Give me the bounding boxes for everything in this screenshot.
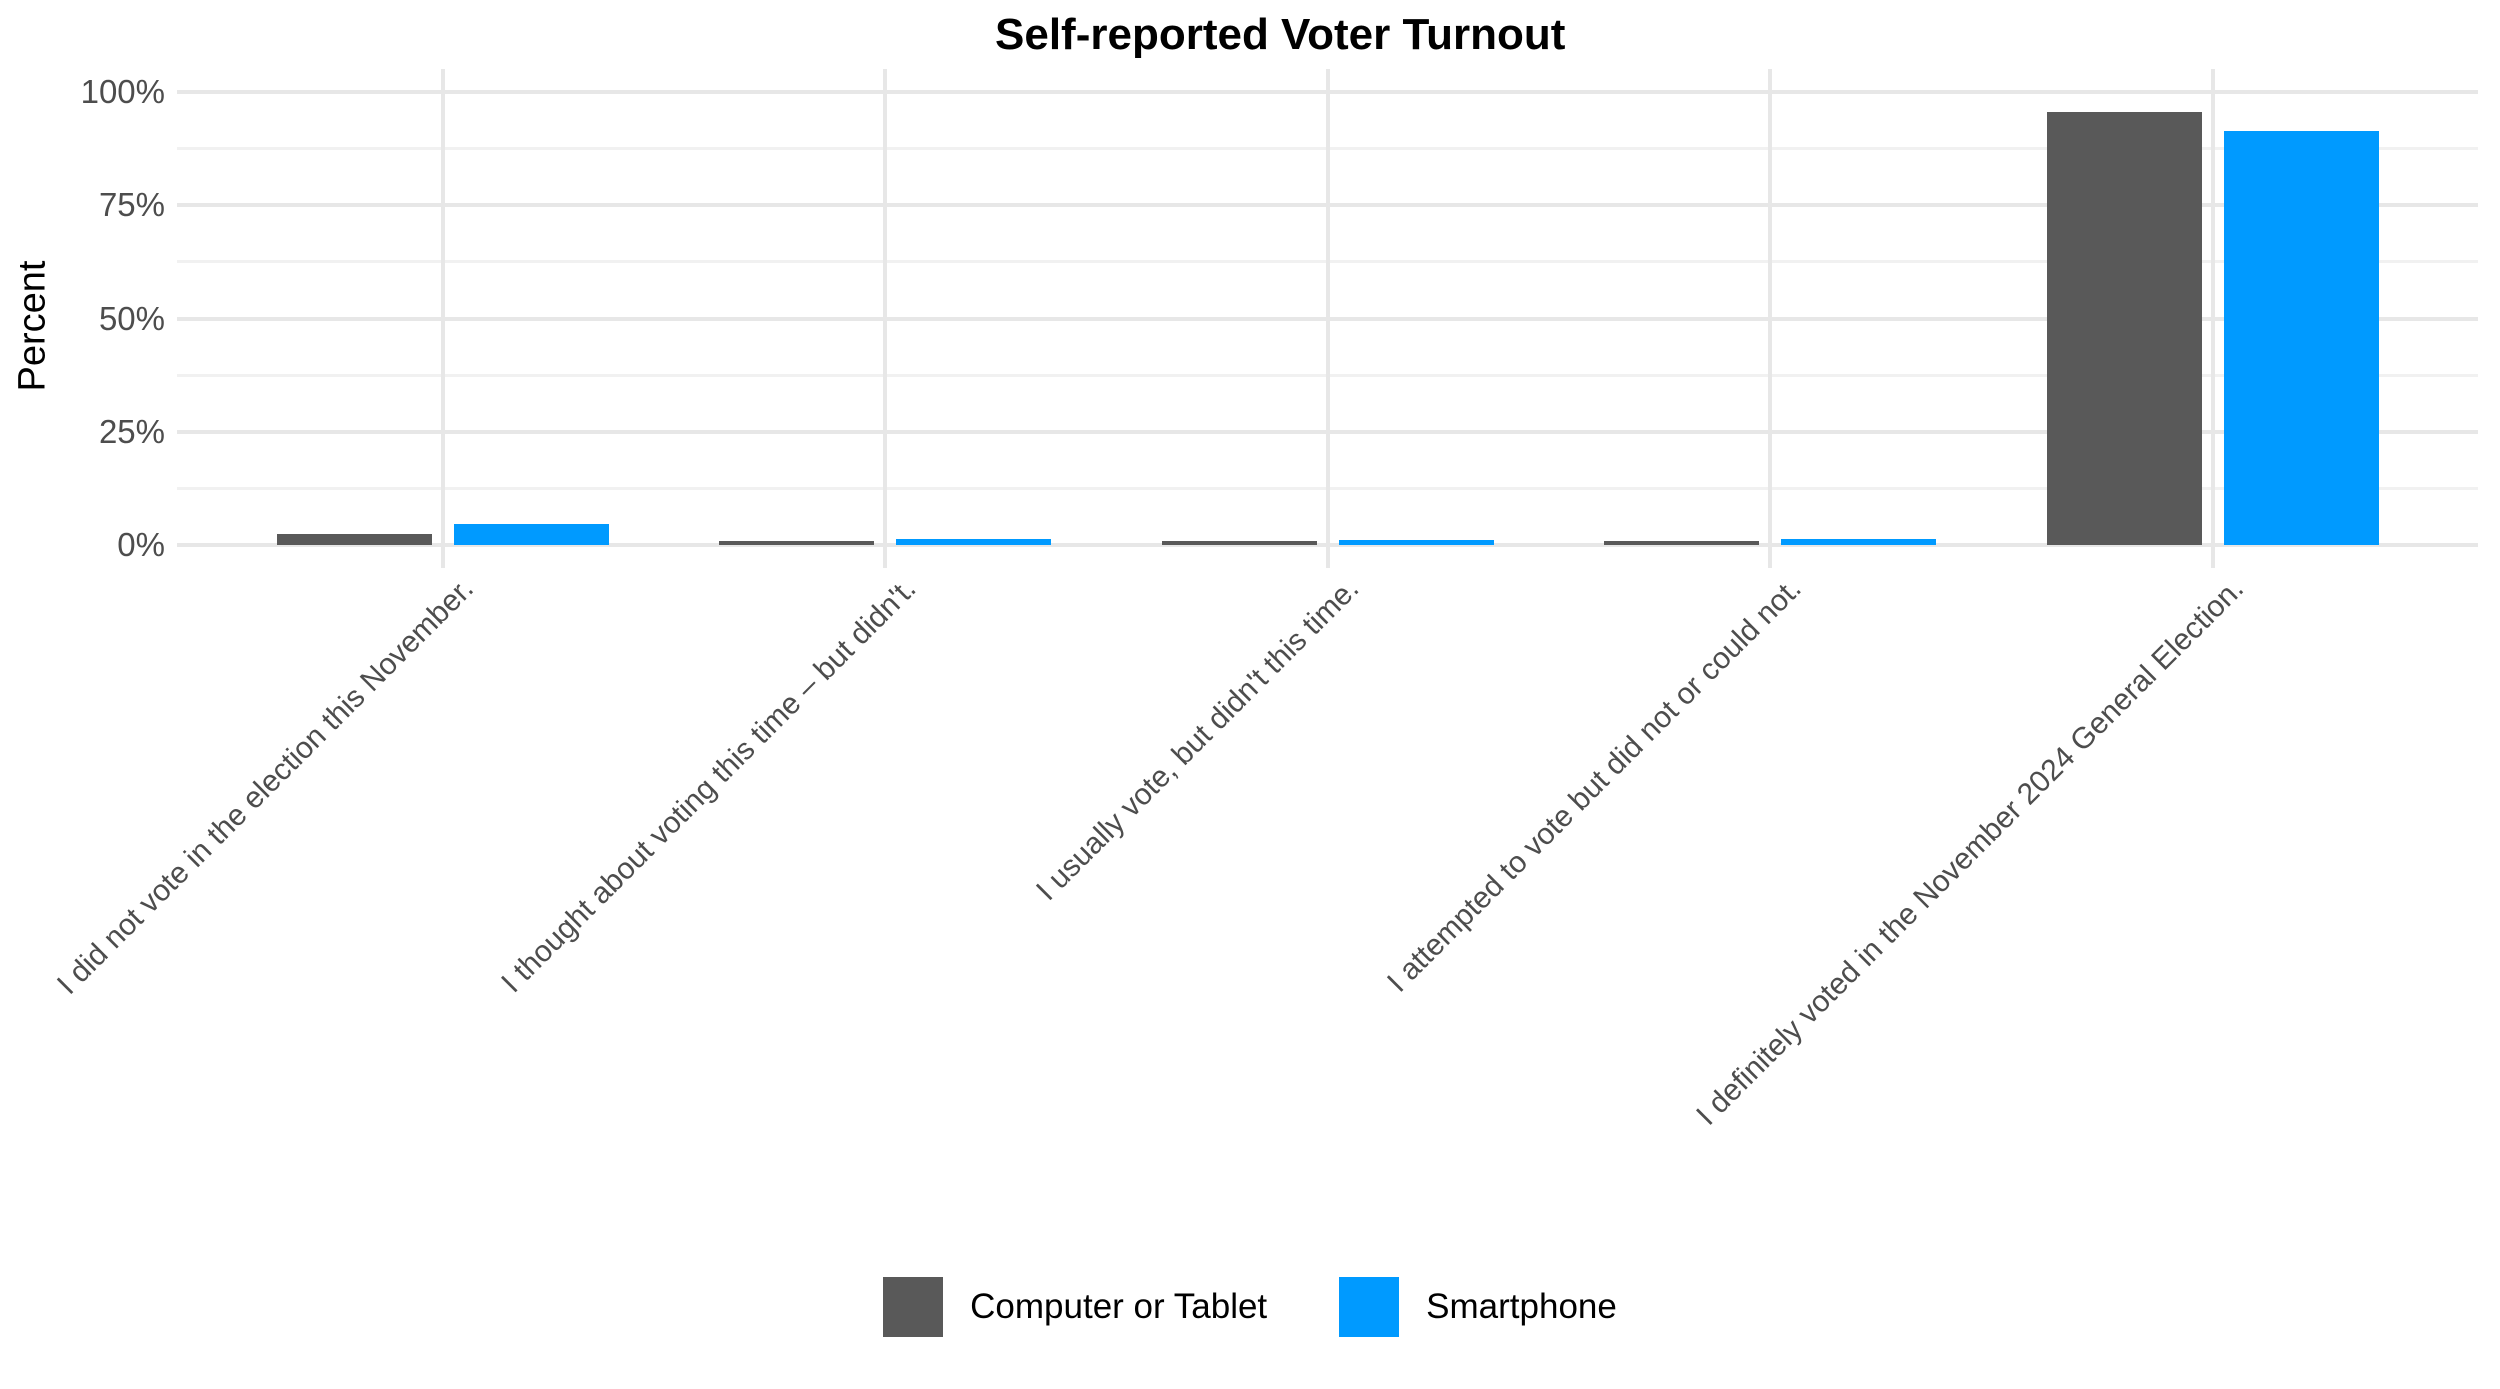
legend-item: Smartphone [1339,1277,1617,1337]
y-axis-title: Percent [11,260,54,392]
bar-smartphone-1 [896,538,1051,545]
legend-label: Smartphone [1426,1287,1617,1326]
legend-swatch [1339,1277,1400,1337]
x-tick-label: I did not vote in the election this Nove… [50,572,480,1001]
legend-label: Computer or Tablet [970,1287,1268,1326]
plot-panel [177,69,2478,568]
x-tick-label: I definitely voted in the November 2024 … [1689,572,2250,1132]
y-tick-label: 50% [98,299,165,337]
x-tick-label: I attempted to vote but did not or could… [1380,572,1808,999]
bar-smartphone-0 [453,524,609,545]
bar-smartphone-3 [1781,539,1936,545]
legend-swatch [883,1277,944,1337]
y-tick-label: 25% [98,412,165,450]
bar-computer-tablet-1 [719,541,874,545]
y-tick-label: 100% [80,73,165,110]
legend: Computer or Tablet Smartphone [0,1277,2500,1337]
gridline-major-x [1768,69,1772,568]
bar-computer-tablet-4 [2046,112,2202,545]
bar-smartphone-4 [2223,131,2379,545]
bar-computer-tablet-3 [1604,541,1759,545]
gridline-major-x [2210,69,2215,568]
bar-computer-tablet-0 [276,533,432,545]
chart-title: Self-reported Voter Turnout [995,10,1566,59]
y-tick-label: 75% [98,186,165,224]
bar-computer-tablet-2 [1161,541,1317,545]
bar-smartphone-2 [1338,539,1494,545]
legend-item: Computer or Tablet [883,1277,1267,1337]
x-tick-label: I usually vote, but didn't this time. [1029,572,1365,908]
gridline-major-x [440,69,445,568]
y-tick-label: 0% [117,526,165,563]
gridline-major-x [883,69,887,568]
gridline-major-x [1325,69,1330,568]
x-tick-label: I thought about voting this time – but d… [495,572,923,1000]
